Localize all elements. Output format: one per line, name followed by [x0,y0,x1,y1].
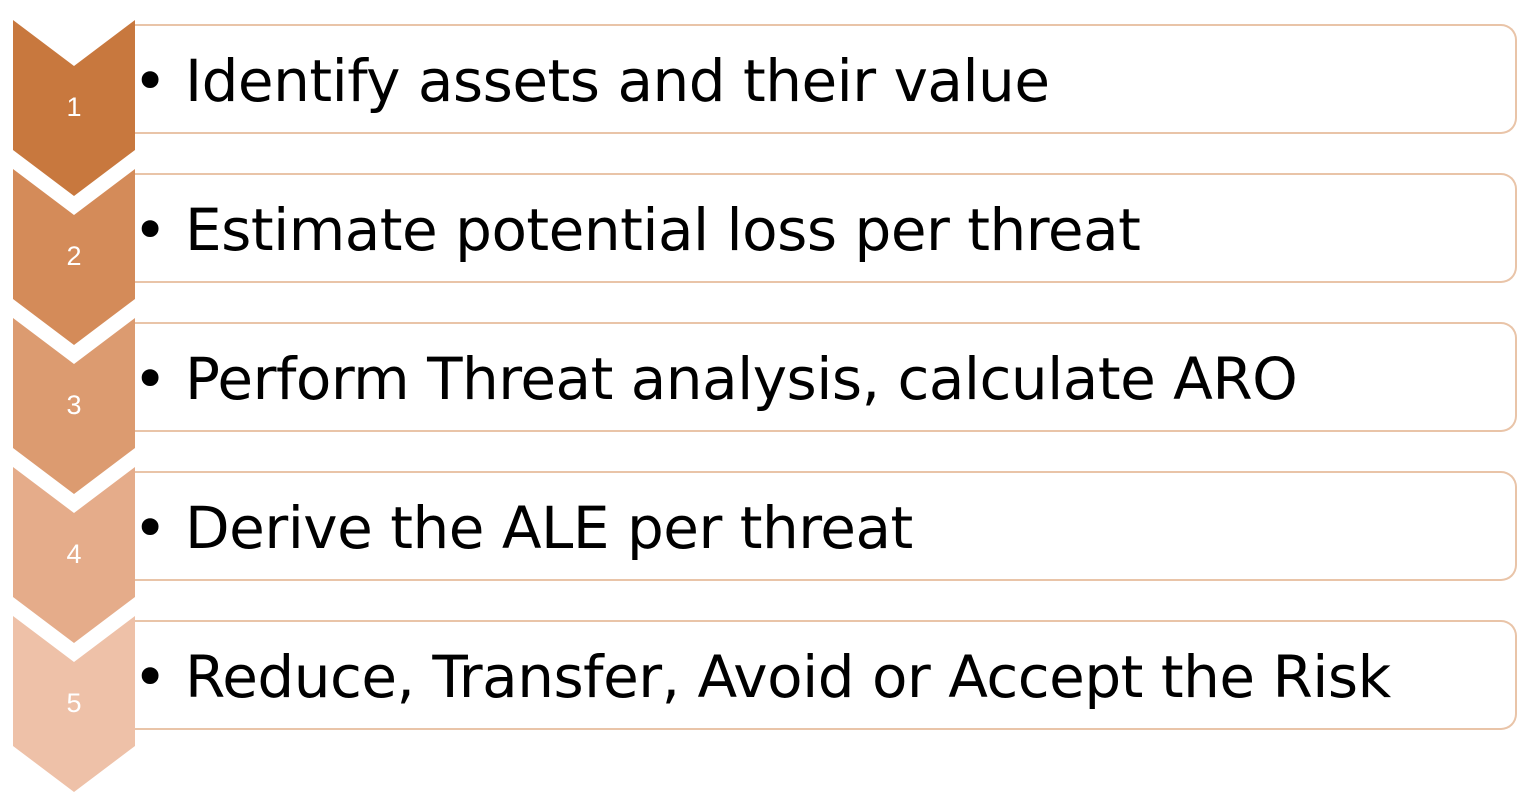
step-box-1: Identify assets and their value [133,24,1517,136]
step-chevron-3 [13,318,135,494]
step-chevron-5 [13,616,135,792]
step-chevron-2 [13,169,135,345]
step-box-2: Estimate potential loss per threat [133,173,1517,285]
step-number-2: 2 [66,241,82,271]
process-diagram: Identify assets and their value 1 Estima… [0,0,1524,770]
step-chevron-4 [13,467,135,643]
step-text-4: Derive the ALE per threat [133,473,913,583]
step-number-1: 1 [66,92,82,122]
step-box-3: Perform Threat analysis, calculate ARO [133,322,1517,434]
step-number-3: 3 [66,390,82,420]
step-text-3: Perform Threat analysis, calculate ARO [133,324,1298,434]
step-number-5: 5 [66,688,82,718]
step-chevron-1 [13,20,135,196]
step-text-5: Reduce, Transfer, Avoid or Accept the Ri… [133,622,1391,732]
step-number-4: 4 [66,539,82,569]
step-text-1: Identify assets and their value [133,26,1050,136]
step-box-4: Derive the ALE per threat [133,471,1517,583]
step-box-5: Reduce, Transfer, Avoid or Accept the Ri… [133,620,1517,732]
step-text-2: Estimate potential loss per threat [133,175,1141,285]
